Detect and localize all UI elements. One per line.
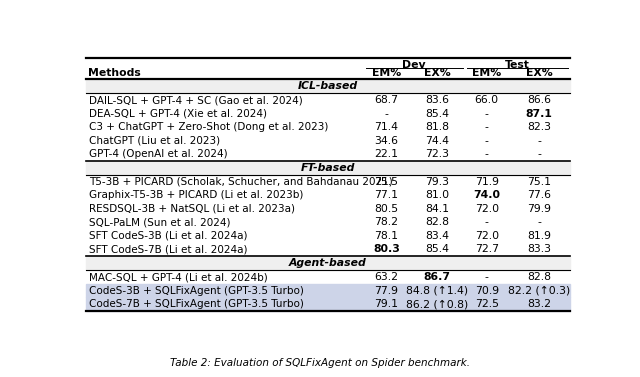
Text: 79.3: 79.3 xyxy=(425,177,449,187)
Text: 70.9: 70.9 xyxy=(475,286,499,296)
Text: 86.2 (↑0.8): 86.2 (↑0.8) xyxy=(406,299,468,309)
Text: 75.5: 75.5 xyxy=(374,177,399,187)
Text: 79.1: 79.1 xyxy=(374,299,399,309)
Text: T5-3B + PICARD (Scholak, Schucher, and Bahdanau 2021): T5-3B + PICARD (Scholak, Schucher, and B… xyxy=(89,177,393,187)
Text: Graphix-T5-3B + PICARD (Li et al. 2023b): Graphix-T5-3B + PICARD (Li et al. 2023b) xyxy=(89,190,303,201)
Text: 87.1: 87.1 xyxy=(526,109,553,119)
Text: 85.4: 85.4 xyxy=(425,109,449,119)
Text: Dev: Dev xyxy=(403,60,426,70)
Text: GPT-4 (OpenAI et al. 2024): GPT-4 (OpenAI et al. 2024) xyxy=(89,149,228,159)
Text: 71.4: 71.4 xyxy=(374,122,399,132)
Text: EX%: EX% xyxy=(424,68,451,78)
Bar xyxy=(86,161,570,175)
Text: 72.5: 72.5 xyxy=(475,299,499,309)
Text: EM%: EM% xyxy=(472,68,501,78)
Text: -: - xyxy=(484,149,489,159)
Text: SQL-PaLM (Sun et al. 2024): SQL-PaLM (Sun et al. 2024) xyxy=(89,218,230,227)
Text: 85.4: 85.4 xyxy=(425,244,449,254)
Bar xyxy=(86,256,570,270)
Text: 71.9: 71.9 xyxy=(475,177,499,187)
Text: 79.9: 79.9 xyxy=(527,204,551,214)
Text: CodeS-7B + SQLFixAgent (GPT-3.5 Turbo): CodeS-7B + SQLFixAgent (GPT-3.5 Turbo) xyxy=(89,299,304,309)
Text: -: - xyxy=(538,218,541,227)
Text: FT-based: FT-based xyxy=(301,163,355,173)
Text: 83.3: 83.3 xyxy=(527,244,551,254)
Text: 34.6: 34.6 xyxy=(374,136,399,146)
Text: C3 + ChatGPT + Zero-Shot (Dong et al. 2023): C3 + ChatGPT + Zero-Shot (Dong et al. 20… xyxy=(89,122,328,132)
Text: SFT CodeS-7B (Li et al. 2024a): SFT CodeS-7B (Li et al. 2024a) xyxy=(89,244,248,254)
Text: 83.4: 83.4 xyxy=(425,231,449,241)
Text: EX%: EX% xyxy=(526,68,553,78)
Text: Agent-based: Agent-based xyxy=(289,258,367,268)
Text: 72.0: 72.0 xyxy=(475,231,499,241)
Text: -: - xyxy=(484,136,489,146)
Text: 74.0: 74.0 xyxy=(473,190,500,201)
Text: Test: Test xyxy=(505,60,530,70)
Text: 83.2: 83.2 xyxy=(527,299,551,309)
Text: 75.1: 75.1 xyxy=(527,177,551,187)
Text: 68.7: 68.7 xyxy=(374,95,399,105)
Text: SFT CodeS-3B (Li et al. 2024a): SFT CodeS-3B (Li et al. 2024a) xyxy=(89,231,248,241)
Text: 86.6: 86.6 xyxy=(527,95,551,105)
Text: 66.0: 66.0 xyxy=(475,95,499,105)
Text: 77.6: 77.6 xyxy=(527,190,551,201)
Text: 81.9: 81.9 xyxy=(527,231,551,241)
Text: 74.4: 74.4 xyxy=(425,136,449,146)
Text: -: - xyxy=(538,136,541,146)
Text: MAC-SQL + GPT-4 (Li et al. 2024b): MAC-SQL + GPT-4 (Li et al. 2024b) xyxy=(89,272,268,282)
Text: 80.5: 80.5 xyxy=(374,204,399,214)
Text: 78.1: 78.1 xyxy=(374,231,399,241)
Text: 78.2: 78.2 xyxy=(374,218,399,227)
Bar xyxy=(86,58,570,79)
Text: 77.1: 77.1 xyxy=(374,190,399,201)
Text: 81.0: 81.0 xyxy=(425,190,449,201)
Text: ChatGPT (Liu et al. 2023): ChatGPT (Liu et al. 2023) xyxy=(89,136,220,146)
Text: 77.9: 77.9 xyxy=(374,286,399,296)
Text: -: - xyxy=(484,218,489,227)
Text: 81.8: 81.8 xyxy=(425,122,449,132)
Bar xyxy=(86,297,570,311)
Text: 80.3: 80.3 xyxy=(373,244,400,254)
Text: DAIL-SQL + GPT-4 + SC (Gao et al. 2024): DAIL-SQL + GPT-4 + SC (Gao et al. 2024) xyxy=(89,95,303,105)
Text: RESDSQL-3B + NatSQL (Li et al. 2023a): RESDSQL-3B + NatSQL (Li et al. 2023a) xyxy=(89,204,295,214)
Bar xyxy=(86,284,570,297)
Text: 84.1: 84.1 xyxy=(425,204,449,214)
Text: 72.3: 72.3 xyxy=(425,149,449,159)
Bar xyxy=(86,79,570,93)
Text: 82.8: 82.8 xyxy=(527,272,551,282)
Text: EM%: EM% xyxy=(372,68,401,78)
Text: CodeS-3B + SQLFixAgent (GPT-3.5 Turbo): CodeS-3B + SQLFixAgent (GPT-3.5 Turbo) xyxy=(89,286,304,296)
Text: 82.2 (↑0.3): 82.2 (↑0.3) xyxy=(508,286,570,296)
Text: DEA-SQL + GPT-4 (Xie et al. 2024): DEA-SQL + GPT-4 (Xie et al. 2024) xyxy=(89,109,267,119)
Text: 72.0: 72.0 xyxy=(475,204,499,214)
Text: Table 2: Evaluation of SQLFixAgent on Spider benchmark.: Table 2: Evaluation of SQLFixAgent on Sp… xyxy=(170,357,470,368)
Text: -: - xyxy=(385,109,388,119)
Text: -: - xyxy=(484,109,489,119)
Text: 83.6: 83.6 xyxy=(425,95,449,105)
Text: 84.8 (↑1.4): 84.8 (↑1.4) xyxy=(406,286,468,296)
Text: 82.8: 82.8 xyxy=(425,218,449,227)
Text: 63.2: 63.2 xyxy=(374,272,399,282)
Text: -: - xyxy=(484,122,489,132)
Text: -: - xyxy=(538,149,541,159)
Text: 82.3: 82.3 xyxy=(527,122,551,132)
Text: 72.7: 72.7 xyxy=(475,244,499,254)
Text: Methods: Methods xyxy=(88,68,141,78)
Text: -: - xyxy=(484,272,489,282)
Text: 86.7: 86.7 xyxy=(424,272,451,282)
Text: ICL-based: ICL-based xyxy=(298,81,358,91)
Text: 22.1: 22.1 xyxy=(374,149,399,159)
